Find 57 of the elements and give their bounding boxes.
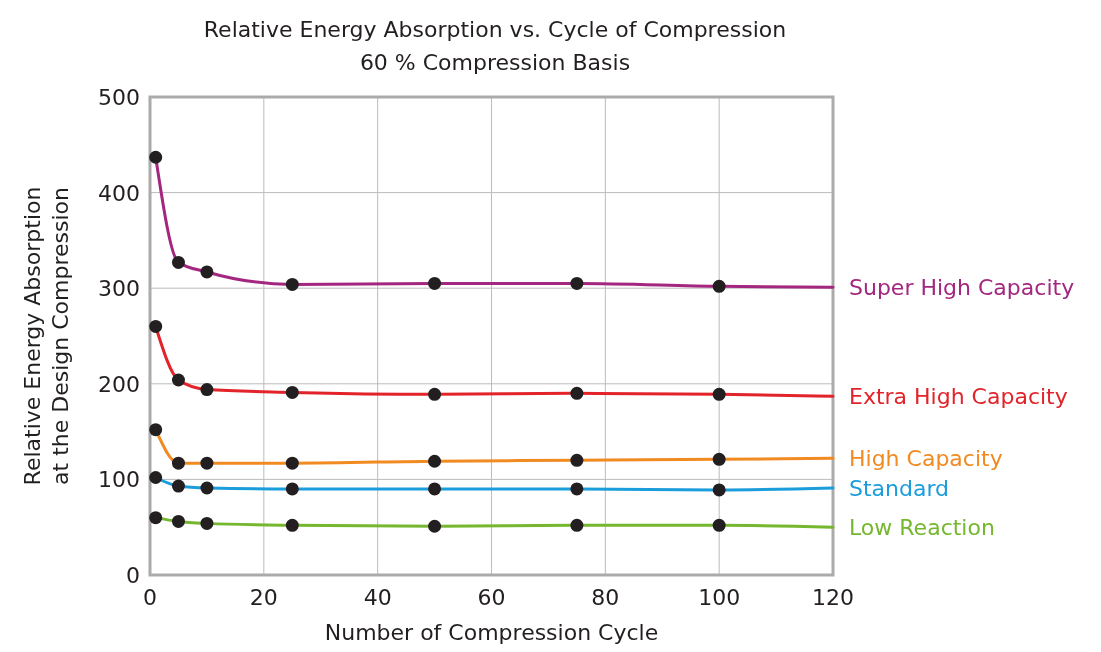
point <box>570 518 584 532</box>
point <box>171 479 185 493</box>
series-label: High Capacity <box>849 446 1003 472</box>
point <box>149 511 163 525</box>
point <box>149 470 163 484</box>
y-tick-label: 100 <box>98 467 140 493</box>
y-axis-title: Relative Energy Absorption at the Design Compression <box>20 186 73 486</box>
point <box>712 387 726 401</box>
y-tick-label: 300 <box>98 276 140 302</box>
point <box>570 453 584 467</box>
point <box>570 386 584 400</box>
point <box>428 454 442 468</box>
point <box>171 514 185 528</box>
point <box>570 482 584 496</box>
x-tick-label: 20 <box>249 585 278 610</box>
y-tick-label: 200 <box>98 371 140 397</box>
point <box>200 516 214 530</box>
chart-title: Relative Energy Absorption vs. Cycle of Compression <box>203 17 787 42</box>
point <box>428 519 442 533</box>
x-tick-label: 0 <box>143 585 157 610</box>
point <box>200 481 214 495</box>
point <box>149 319 163 333</box>
y-tick-label: 0 <box>126 563 140 588</box>
point <box>712 483 726 497</box>
point <box>200 456 214 470</box>
point <box>712 518 726 532</box>
series-label: Low Reaction <box>849 515 995 541</box>
series-label: Extra High Capacity <box>849 384 1068 410</box>
point <box>200 383 214 397</box>
series-label: Super High Capacity <box>849 275 1075 301</box>
point <box>171 456 185 470</box>
chart-subtitle: 60 % Compression Basis <box>359 50 631 75</box>
x-tick-label: 100 <box>698 585 741 610</box>
x-tick-label: 120 <box>812 585 854 610</box>
x-axis-title: Number of Compression Cycle <box>324 620 659 645</box>
x-tick-label: 60 <box>477 585 506 610</box>
y-tick-label: 500 <box>98 85 140 110</box>
point <box>428 276 442 290</box>
x-tick-label: 40 <box>363 585 392 610</box>
y-tick-label: 400 <box>98 180 140 206</box>
point <box>428 387 442 401</box>
x-tick-label: 80 <box>591 585 620 610</box>
point <box>149 423 163 437</box>
point <box>285 277 299 291</box>
point <box>171 373 185 387</box>
point <box>285 482 299 496</box>
point <box>428 482 442 496</box>
series-label: Standard <box>849 476 950 501</box>
point <box>712 452 726 466</box>
point <box>171 255 185 269</box>
point <box>149 150 163 164</box>
point <box>570 276 584 290</box>
point <box>285 385 299 399</box>
point <box>285 456 299 470</box>
point <box>712 279 726 293</box>
point <box>285 518 299 532</box>
point <box>200 265 214 279</box>
